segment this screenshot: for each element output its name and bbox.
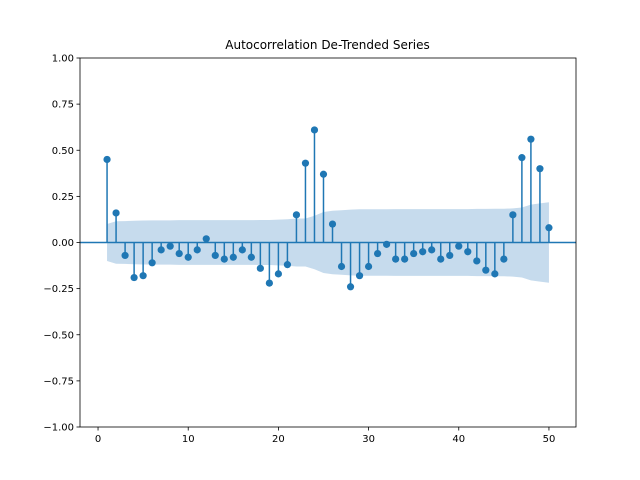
x-axis-ticks: 0 10 20 30 40 50 [95,427,555,445]
marker-lag-31 [374,249,382,258]
y-tick-label-1: −0.75 [43,376,74,387]
marker-lag-39 [446,251,454,260]
marker-lag-38 [437,255,445,263]
marker-lag-14 [220,255,228,263]
y-tick-label-3: −0.25 [43,284,74,295]
marker-lag-25 [319,170,328,178]
marker-lag-13 [211,251,219,260]
marker-lag-50 [545,224,553,232]
x-tick-label-30: 30 [362,434,375,445]
marker-lag-27 [337,262,346,271]
marker-lag-34 [401,255,409,263]
marker-lag-5 [139,272,147,280]
marker-lag-28 [346,283,355,291]
marker-layer [103,126,553,291]
marker-lag-32 [383,240,391,248]
marker-lag-42 [473,257,481,265]
marker-lag-3 [121,251,129,260]
x-tick-label-50: 50 [543,434,556,445]
marker-lag-24 [310,126,319,134]
marker-lag-12 [202,235,210,243]
marker-lag-37 [428,246,436,254]
marker-lag-7 [157,246,165,254]
marker-lag-11 [193,246,201,254]
marker-lag-17 [247,253,255,261]
marker-lag-20 [274,270,282,278]
marker-lag-48 [527,135,535,143]
y-axis-ticks: −1.00 −0.75 −0.50 −0.25 0.00 0.25 0.50 0.75 1.00 [43,54,80,434]
y-tick-label-8: 1.00 [52,54,74,65]
y-tick-label-0: −1.00 [43,423,74,434]
marker-lag-36 [419,248,427,256]
marker-lag-15 [229,253,237,261]
marker-lag-16 [238,246,246,254]
x-tick-label-10: 10 [182,434,195,445]
marker-lag-21 [283,261,292,269]
x-tick-label-0: 0 [95,434,101,445]
marker-lag-35 [410,249,418,258]
marker-lag-46 [509,211,517,219]
y-tick-label-6: 0.50 [52,146,74,157]
y-tick-label-2: −0.50 [43,330,74,341]
marker-lag-41 [464,248,472,256]
marker-lag-33 [392,255,400,263]
y-tick-label-4: 0.00 [52,238,74,249]
marker-lag-40 [455,242,463,250]
marker-lag-4 [130,273,138,282]
marker-lag-1 [103,155,111,164]
y-tick-label-7: 0.75 [52,100,74,111]
x-tick-label-40: 40 [452,434,465,445]
marker-lag-44 [491,270,499,278]
x-tick-label-20: 20 [272,434,285,445]
marker-lag-2 [112,209,120,217]
marker-lag-26 [328,220,337,228]
marker-lag-18 [256,264,264,272]
marker-lag-19 [265,279,273,287]
marker-lag-47 [518,154,526,162]
marker-lag-45 [500,255,508,263]
marker-lag-22 [292,211,301,219]
marker-lag-30 [364,262,373,271]
marker-lag-8 [166,242,174,250]
marker-lag-29 [355,272,364,280]
chart-title: Autocorrelation De-Trended Series [225,38,429,52]
marker-lag-10 [184,253,192,261]
y-tick-label-5: 0.25 [52,192,74,203]
marker-lag-6 [148,259,156,267]
marker-lag-9 [175,249,183,258]
marker-lag-49 [536,165,544,173]
marker-lag-43 [482,266,490,274]
marker-lag-23 [301,159,310,167]
